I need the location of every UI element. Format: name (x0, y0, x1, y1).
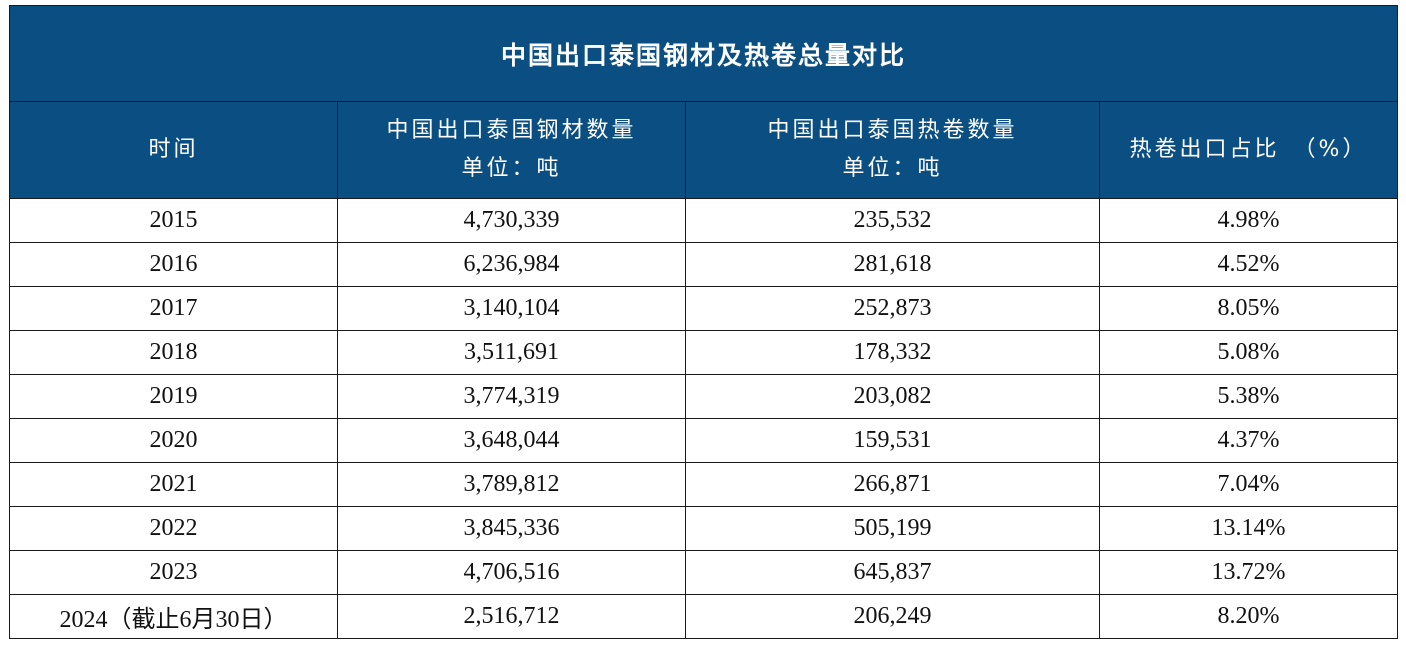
column-header-hot-coil-label: 中国出口泰国热卷数量 (767, 118, 1018, 143)
cell-hot-coil-quantity: 203,082 (685, 374, 1100, 419)
cell-steel-quantity: 4,730,339 (337, 198, 686, 243)
table-row: 2016 6,236,984 281,618 4.52% (9, 242, 1399, 287)
cell-year: 2016 (9, 242, 338, 287)
cell-hot-coil-ratio: 4.52% (1098, 242, 1399, 287)
cell-hot-coil-quantity: 206,249 (685, 594, 1100, 639)
cell-hot-coil-quantity: 645,837 (685, 550, 1100, 595)
cell-steel-quantity: 3,511,691 (337, 330, 686, 375)
cell-hot-coil-quantity: 178,332 (685, 330, 1100, 375)
cell-hot-coil-ratio: 4.37% (1098, 418, 1399, 463)
table-body: 2015 4,730,339 235,532 4.98% 2016 6,236,984 28… (9, 198, 1399, 639)
title-row: 中国出口泰国钢材及热卷总量对比 (8, 5, 1399, 102)
cell-year: 2023 (9, 550, 338, 595)
cell-hot-coil-quantity: 252,873 (685, 286, 1100, 331)
cell-hot-coil-ratio: 5.38% (1098, 374, 1399, 419)
column-header-time: 时间 (9, 101, 338, 199)
column-header-hot-coil-unit: 单位：吨 (842, 156, 943, 181)
cell-hot-coil-ratio: 7.04% (1098, 462, 1399, 507)
column-header-hot-coil-ratio: 热卷出口占比 （%） (1098, 101, 1399, 199)
cell-steel-quantity: 3,648,044 (337, 418, 686, 463)
table-row: 2020 3,648,044 159,531 4.37% (9, 418, 1399, 463)
column-header-steel-label: 中国出口泰国钢材数量 (386, 118, 637, 143)
cell-steel-quantity: 3,774,319 (337, 374, 686, 419)
cell-year: 2021 (9, 462, 338, 507)
cell-year: 2017 (9, 286, 338, 331)
cell-steel-quantity: 3,845,336 (337, 506, 686, 551)
table-row: 2022 3,845,336 505,199 13.14% (9, 506, 1399, 551)
cell-hot-coil-quantity: 235,532 (685, 198, 1100, 243)
table-row: 2019 3,774,319 203,082 5.38% (9, 374, 1399, 419)
cell-steel-quantity: 3,140,104 (337, 286, 686, 331)
table-row: 2023 4,706,516 645,837 13.72% (9, 550, 1399, 595)
cell-year: 2024（截止6月30日） (9, 594, 338, 639)
column-header-steel-quantity: 中国出口泰国钢材数量 单位：吨 (337, 101, 686, 199)
cell-year: 2020 (9, 418, 338, 463)
table-title: 中国出口泰国钢材及热卷总量对比 (8, 5, 1399, 102)
cell-year: 2018 (9, 330, 338, 375)
steel-comparison-table-container: 中国出口泰国钢材及热卷总量对比 时间 中国出口泰国钢材数量 单位：吨 中国出口泰… (8, 5, 1399, 639)
column-header-hot-coil-quantity: 中国出口泰国热卷数量 单位：吨 (685, 101, 1100, 199)
cell-hot-coil-quantity: 159,531 (685, 418, 1100, 463)
cell-steel-quantity: 4,706,516 (337, 550, 686, 595)
cell-hot-coil-ratio: 13.14% (1098, 506, 1399, 551)
cell-hot-coil-quantity: 505,199 (685, 506, 1100, 551)
cell-steel-quantity: 6,236,984 (337, 242, 686, 287)
table-row: 2017 3,140,104 252,873 8.05% (9, 286, 1399, 331)
cell-year: 2019 (9, 374, 338, 419)
cell-hot-coil-quantity: 266,871 (685, 462, 1100, 507)
table-row: 2024（截止6月30日） 2,516,712 206,249 8.20% (9, 594, 1399, 639)
steel-comparison-table: 中国出口泰国钢材及热卷总量对比 时间 中国出口泰国钢材数量 单位：吨 中国出口泰… (8, 5, 1399, 639)
column-header-ratio-label: 热卷出口占比 （%） (1129, 137, 1368, 162)
cell-year: 2022 (9, 506, 338, 551)
table-row: 2018 3,511,691 178,332 5.08% (9, 330, 1399, 375)
cell-hot-coil-quantity: 281,618 (685, 242, 1100, 287)
cell-steel-quantity: 3,789,812 (337, 462, 686, 507)
table-row: 2021 3,789,812 266,871 7.04% (9, 462, 1399, 507)
cell-hot-coil-ratio: 8.05% (1098, 286, 1399, 331)
cell-hot-coil-ratio: 5.08% (1098, 330, 1399, 375)
cell-hot-coil-ratio: 8.20% (1098, 594, 1399, 639)
cell-year: 2015 (9, 198, 338, 243)
cell-hot-coil-ratio: 13.72% (1098, 550, 1399, 595)
cell-steel-quantity: 2,516,712 (337, 594, 686, 639)
table-row: 2015 4,730,339 235,532 4.98% (9, 198, 1399, 243)
header-row: 时间 中国出口泰国钢材数量 单位：吨 中国出口泰国热卷数量 单位：吨 热卷出口占… (9, 101, 1399, 199)
column-header-time-label: 时间 (148, 137, 199, 162)
cell-hot-coil-ratio: 4.98% (1098, 198, 1399, 243)
column-header-steel-unit: 单位：吨 (461, 156, 562, 181)
